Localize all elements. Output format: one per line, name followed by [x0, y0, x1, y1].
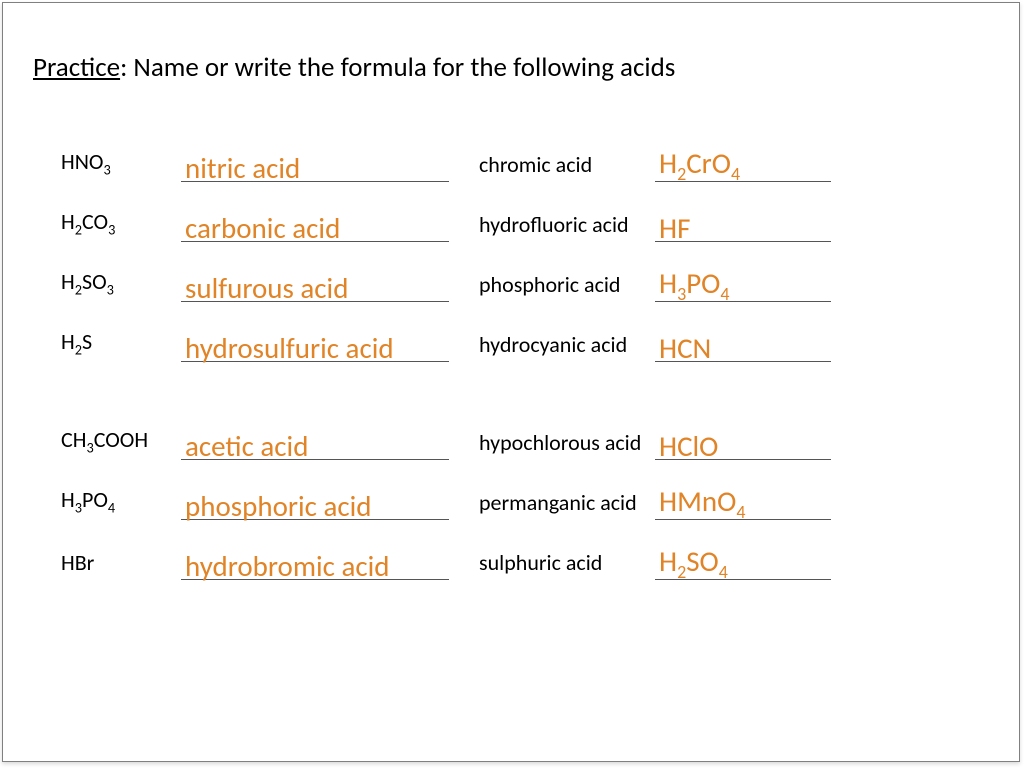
answer-text: acetic acid — [185, 432, 308, 461]
formula-prompt: H2SO3 — [61, 268, 181, 302]
instruction-label: Practice — [33, 51, 120, 84]
answer-text: hydrosulfuric acid — [185, 334, 394, 363]
answer-blank: HCN — [655, 324, 831, 362]
spacer — [61, 384, 181, 400]
name-prompt: hydrofluoric acid — [449, 211, 655, 242]
answer-text: carbonic acid — [185, 214, 340, 243]
answer-blank: hydrobromic acid — [181, 542, 449, 580]
name-prompt: permanganic acid — [449, 489, 655, 520]
name-prompt: sulphuric acid — [449, 549, 655, 580]
answer-text: HF — [659, 214, 690, 243]
formula-prompt: CH3COOH — [61, 426, 181, 460]
name-prompt: hypochlorous acid — [449, 429, 655, 460]
name-prompt: phosphoric acid — [449, 271, 655, 302]
answer-blank: H2SO4 — [655, 542, 831, 580]
worksheet-slide: Practice: Name or write the formula for … — [2, 2, 1020, 762]
answer-blank: phosphoric acid — [181, 482, 449, 520]
answer-blank: nitric acid — [181, 144, 449, 182]
answer-text: HClO — [659, 432, 718, 461]
formula-prompt: HBr — [61, 549, 181, 580]
name-prompt: hydrocyanic acid — [449, 331, 655, 362]
spacer — [181, 384, 449, 400]
answer-text: phosphoric acid — [185, 492, 372, 521]
answer-blank: H2CrO4 — [655, 144, 831, 182]
spacer — [655, 384, 831, 400]
answer-blank: H3PO4 — [655, 264, 831, 302]
formula-prompt: HNO3 — [61, 148, 181, 182]
answer-text: sulfurous acid — [185, 274, 348, 303]
answer-text: H3PO4 — [659, 269, 729, 303]
answer-blank: HClO — [655, 422, 831, 460]
spacer — [449, 384, 655, 400]
answer-blank: HF — [655, 204, 831, 242]
answer-blank: carbonic acid — [181, 204, 449, 242]
answer-text: HCN — [659, 334, 711, 363]
name-prompt: chromic acid — [449, 151, 655, 182]
answer-text: HMnO4 — [659, 487, 745, 521]
practice-grid: HNO3nitric acid chromic acidH2CrO4 H2CO3ca… — [33, 144, 989, 580]
answer-blank: HMnO4 — [655, 482, 831, 520]
answer-blank: acetic acid — [181, 422, 449, 460]
formula-prompt: H2CO3 — [61, 208, 181, 242]
answer-text: H2CrO4 — [659, 149, 740, 183]
formula-prompt: H3PO4 — [61, 486, 181, 520]
answer-text: hydrobromic acid — [185, 552, 390, 581]
instruction-text: : Name or write the formula for the foll… — [120, 51, 675, 84]
answer-text: H2SO4 — [659, 547, 728, 581]
answer-blank: sulfurous acid — [181, 264, 449, 302]
formula-prompt: H2S — [61, 328, 181, 362]
instruction-line: Practice: Name or write the formula for … — [33, 51, 989, 84]
answer-text: nitric acid — [185, 154, 300, 183]
answer-blank: hydrosulfuric acid — [181, 324, 449, 362]
